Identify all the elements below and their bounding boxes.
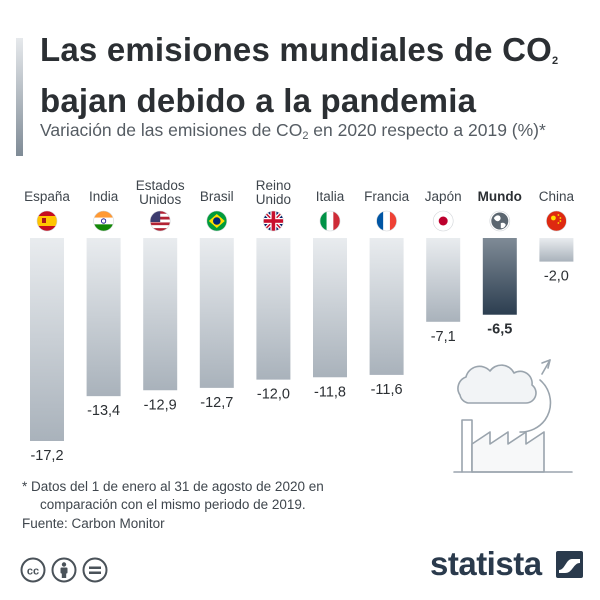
category-label-reino-unido: Reino Unido <box>256 178 291 207</box>
bar-reino-unido <box>256 238 291 380</box>
category-label-japon: Japón <box>425 189 462 204</box>
china-flag-icon <box>546 210 567 232</box>
footnote-line-1: * Datos del 1 de enero al 31 de agosto d… <box>22 479 324 494</box>
no-derivatives-icon <box>82 557 108 583</box>
category-label-brasil: Brasil <box>200 189 234 204</box>
uk-flag-icon <box>263 210 284 232</box>
value-label-mundo: -6,5 <box>487 322 512 338</box>
bar-mundo <box>482 238 517 315</box>
source-note: Fuente: Carbon Monitor <box>22 516 165 531</box>
bar-estados-unidos <box>143 238 178 391</box>
bar-francia <box>369 238 404 375</box>
statista-logo-text: statista <box>430 545 542 582</box>
cc-icon: cc <box>20 557 46 583</box>
chart-subtitle: Variación de las emisiones de CO2 en 202… <box>40 120 546 142</box>
category-label-francia: Francia <box>364 189 410 204</box>
svg-text:cc: cc <box>27 566 39 578</box>
bar-espana <box>30 238 64 441</box>
bar-india <box>86 238 121 397</box>
france-flag-icon <box>376 210 397 232</box>
bar-brasil <box>199 238 234 388</box>
category-label-china: China <box>539 189 575 204</box>
value-label-estados-unidos: -12,9 <box>144 397 177 413</box>
bar-italia <box>313 238 347 378</box>
statista-logo-icon <box>556 551 583 578</box>
usa-flag-icon <box>149 210 171 232</box>
value-label-reino-unido: -12,0 <box>257 387 290 403</box>
value-label-india: -13,4 <box>87 403 120 419</box>
category-label-mundo: Mundo <box>478 189 522 204</box>
value-label-francia: -11,6 <box>371 382 403 398</box>
category-label-estados-unidos: Estados Unidos <box>136 178 185 207</box>
bar-china <box>539 238 574 262</box>
footnote: * Datos del 1 de enero al 31 de agosto d… <box>22 478 582 514</box>
spain-flag-icon <box>36 210 58 232</box>
category-label-espana: España <box>24 189 70 204</box>
factory-cloud-illustration <box>453 359 573 473</box>
india-flag-icon <box>93 210 114 232</box>
brazil-flag-icon <box>206 210 228 232</box>
bar-chart: España India Estados Unidos Brasil Reino Unido… <box>24 178 575 464</box>
category-label-italia: Italia <box>316 189 345 204</box>
italy-flag-icon <box>319 210 341 232</box>
attribution-icon <box>51 557 77 583</box>
page-title: Las emisiones mundiales de CO2 bajan deb… <box>40 31 559 119</box>
globe-icon <box>489 210 511 232</box>
category-label-india: India <box>89 189 119 204</box>
license-icons: cc <box>20 557 108 583</box>
value-label-japon: -7,1 <box>431 329 456 345</box>
value-label-china: -2,0 <box>544 269 569 285</box>
value-label-italia: -11,8 <box>314 384 346 400</box>
japan-flag-icon <box>432 210 454 232</box>
title-accent-bar <box>16 38 23 156</box>
value-label-espana: -17,2 <box>30 448 63 464</box>
value-label-brasil: -12,7 <box>200 395 233 411</box>
footnote-line-2: comparación con el mismo periodo de 2019… <box>40 497 306 512</box>
bar-japon <box>426 238 461 322</box>
